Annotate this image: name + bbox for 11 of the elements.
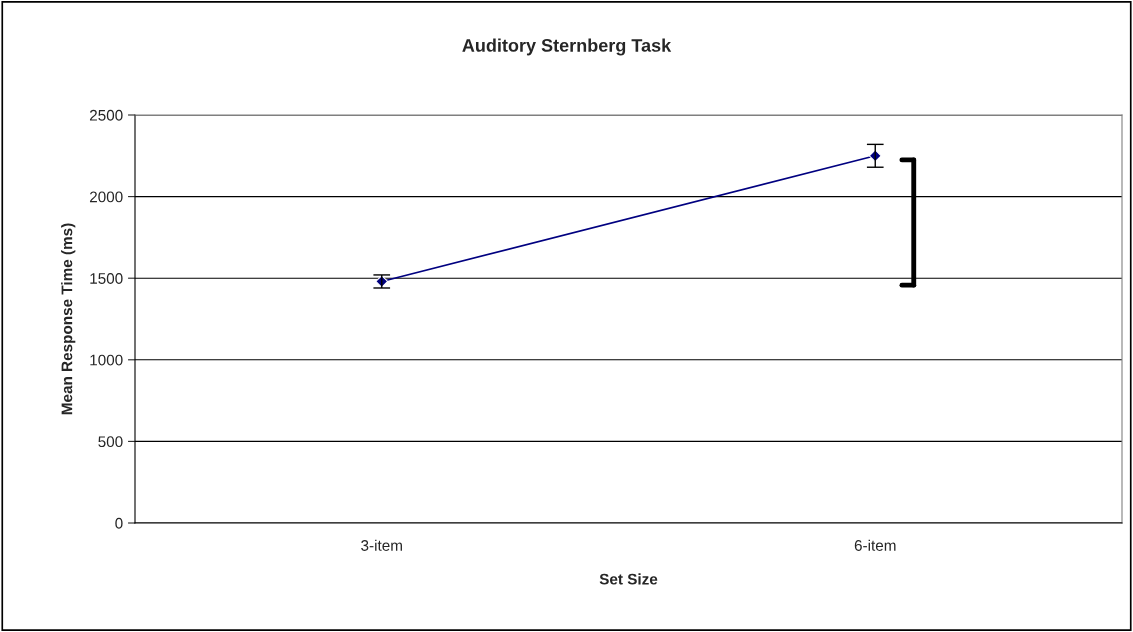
x-axis-title: Set Size [599,573,658,585]
chart-title: Auditory Sternberg Task [462,38,672,56]
y-tick-label: 500 [98,436,123,448]
x-tick-label: 3-item [361,539,402,551]
y-tick-label: 1500 [90,273,123,284]
y-tick-label: 0 [115,517,123,529]
y-tick-label: 2500 [89,109,123,121]
y-tick-label: 1000 [90,354,123,366]
x-tick-label: 6-item [854,539,896,551]
y-axis-title: Mean Response Time (ms) [61,223,76,415]
y-tick-label: 2000 [89,191,123,203]
